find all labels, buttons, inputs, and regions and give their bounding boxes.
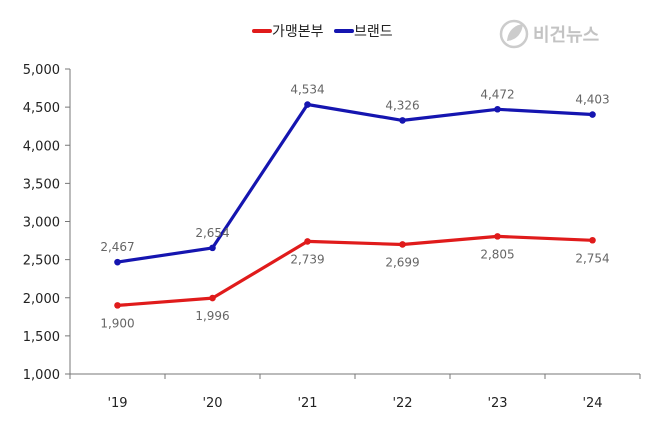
data-point [399,241,406,248]
x-tick-label: '23 [487,396,507,411]
data-point [399,117,406,124]
series-0: 1,900 1,996 2,739 2,699 2,805 2,754 [100,233,610,330]
data-point [114,258,121,266]
data-label: 4,403 [575,93,609,107]
data-point [589,236,596,244]
legend: 가맹본부 브랜드 [252,24,393,40]
x-tick-label: '22 [392,396,412,411]
y-tick-label: 4,000 [23,139,60,154]
data-label: 2,654 [195,226,229,240]
data-label: 2,805 [480,247,514,261]
data-point [304,101,311,108]
data-point [304,238,311,245]
legend-item-0: 가맹본부 [252,24,324,40]
watermark-text: 비건뉴스 [533,25,599,46]
series-layer: 1,900 1,996 2,739 2,699 2,805 2,754 2,467 2,654… [100,83,609,331]
x-tick-label: '24 [582,396,602,411]
y-tick-label: 1,000 [23,368,60,383]
data-label: 4,326 [385,98,419,112]
watermark: 비건뉴스 [499,19,599,49]
y-tick-label: 2,000 [23,292,60,307]
series-line-0 [115,234,595,307]
x-tick-label: '20 [202,396,222,411]
legend-item-1: 브랜드 [334,24,393,40]
series-line-1 [115,102,595,264]
y-tick-label: 3,500 [23,177,60,192]
data-label: 4,534 [290,83,324,97]
y-tick-label: 2,500 [23,254,60,269]
data-label: 2,754 [575,251,609,265]
data-label: 2,467 [100,240,134,254]
data-point [114,302,121,309]
data-label: 2,699 [385,255,419,269]
data-label: 1,996 [195,309,229,323]
y-tick-label: 1,500 [23,330,60,345]
data-label: 2,739 [290,252,324,266]
data-label: 1,900 [100,316,134,330]
data-label: 4,472 [480,87,514,101]
y-tick-label: 5,000 [23,63,60,78]
leaf-drop-icon [499,19,529,49]
y-tick-label: 4,500 [23,101,60,116]
data-point [494,105,501,113]
data-point [209,244,216,252]
data-point [589,111,596,118]
data-point [494,233,501,240]
legend-label-1: 브랜드 [354,24,393,40]
x-tick-label: '19 [107,396,127,411]
legend-label-0: 가맹본부 [272,24,324,40]
data-point [209,294,216,302]
series-1: 2,467 2,654 4,534 4,326 4,472 4,403 [100,83,610,266]
axes: 1,000 1,500 2,000 2,500 3,000 3,500 4,000 4,500… [23,63,641,411]
y-tick-label: 3,000 [23,216,60,231]
x-tick-label: '21 [297,396,317,411]
